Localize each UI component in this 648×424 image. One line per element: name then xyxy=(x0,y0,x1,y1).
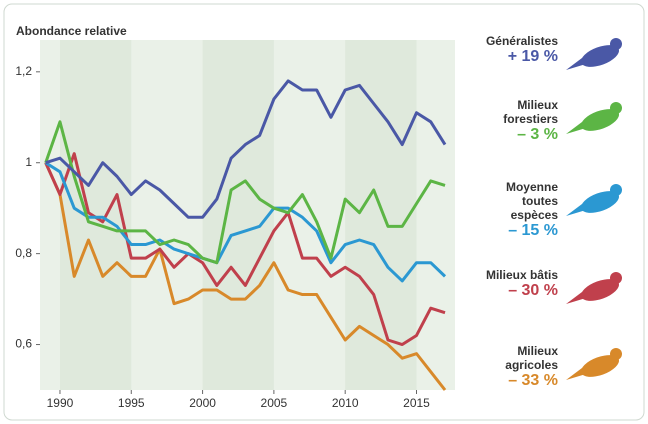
series-line xyxy=(44,161,447,283)
legend-name: Généralistes xyxy=(485,34,558,48)
band xyxy=(345,40,417,390)
x-tick-label: 2015 xyxy=(403,396,430,410)
legend-entry: Milieux forestiers – 3 % xyxy=(450,98,558,144)
bird-icon xyxy=(610,184,622,196)
legend-entry: Milieux agricoles – 33 % xyxy=(450,344,558,390)
legend-name: Milieux forestiers xyxy=(503,98,558,126)
bird-icon xyxy=(580,109,620,131)
bird-icon xyxy=(580,355,620,377)
legend-name: Milieux agricoles xyxy=(505,344,558,372)
bird-icon xyxy=(566,122,586,134)
legend-entry: Moyenne toutes espèces – 15 % xyxy=(450,180,558,240)
series-line xyxy=(44,162,447,391)
legend-entry: Milieux bâtis – 30 % xyxy=(450,268,558,300)
bird-icon xyxy=(580,279,620,301)
bird-icon xyxy=(610,102,622,114)
bird-icon xyxy=(580,191,620,213)
bird-icon xyxy=(566,368,586,380)
legend-change: – 30 % xyxy=(508,282,558,299)
y-tick-label: 0,8 xyxy=(15,246,32,260)
y-tick-label: 0,6 xyxy=(15,337,32,351)
x-tick-label: 1995 xyxy=(118,396,145,410)
series-line xyxy=(44,120,446,265)
y-tick-label: 1,2 xyxy=(15,64,32,78)
bird-icon xyxy=(610,38,622,50)
bird-icon xyxy=(566,292,586,304)
series-line xyxy=(45,79,447,219)
band xyxy=(59,40,132,390)
axis-title: Abondance relative xyxy=(16,24,127,38)
x-tick-label: 2000 xyxy=(189,396,216,410)
legend-change: – 3 % xyxy=(517,126,558,143)
band xyxy=(202,40,274,390)
legend-change: – 33 % xyxy=(508,372,558,389)
bird-icon xyxy=(566,204,586,216)
bird-icon xyxy=(610,348,622,360)
x-tick-label: 2005 xyxy=(261,396,288,410)
bird-icon xyxy=(566,58,586,70)
legend-name: Milieux bâtis xyxy=(485,268,558,282)
legend-name: Moyenne toutes espèces xyxy=(505,180,558,222)
legend-change: – 15 % xyxy=(508,222,558,239)
legend-change: + 19 % xyxy=(507,48,558,65)
x-tick-label: 1990 xyxy=(47,396,74,410)
x-tick-label: 2010 xyxy=(332,396,359,410)
bird-icon xyxy=(610,272,622,284)
legend-entry: Généralistes + 19 % xyxy=(450,34,558,66)
bird-icon xyxy=(580,45,620,67)
y-tick-label: 1 xyxy=(25,155,32,169)
series-line xyxy=(44,152,446,347)
